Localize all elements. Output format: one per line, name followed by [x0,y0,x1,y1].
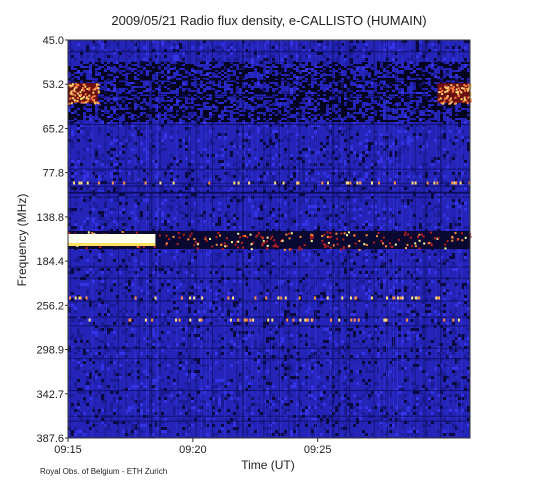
chart-title: 2009/05/21 Radio flux density, e-CALLIST… [111,13,426,28]
y-tick-label: 138.8 [36,212,64,224]
x-tick-label: 09:15 [54,444,82,456]
y-tick-label: 77.8 [43,168,64,180]
y-tick-label: 65.2 [43,123,64,135]
x-axis-ticks: 09:15 09:20 09:25 [54,438,331,456]
x-axis-label: Time (UT) [241,458,295,472]
credit-text: Royal Obs. of Belgium - ETH Zurich [40,467,167,476]
y-tick-label: 184.4 [36,256,64,268]
plot-area [67,39,472,439]
feature-saturated-burst [68,234,156,246]
y-tick-label: 256.2 [36,300,64,312]
y-tick-label: 298.9 [36,345,64,357]
y-axis-label: Frequency (MHz) [15,194,29,287]
x-tick-label: 09:25 [304,444,332,456]
y-tick-label: 387.6 [36,433,64,445]
y-tick-label: 53.2 [43,79,64,91]
y-axis-ticks: 45.0 53.2 65.2 77.8 138.8 184.4 256.2 298.9 342.… [36,35,68,445]
x-tick-label: 09:20 [179,444,207,456]
y-tick-label: 45.0 [43,35,64,47]
feature-low-freq-band-right [437,83,472,105]
plot-border [67,39,471,439]
y-tick-label: 342.7 [36,389,64,401]
feature-low-freq-band-left [68,83,100,105]
